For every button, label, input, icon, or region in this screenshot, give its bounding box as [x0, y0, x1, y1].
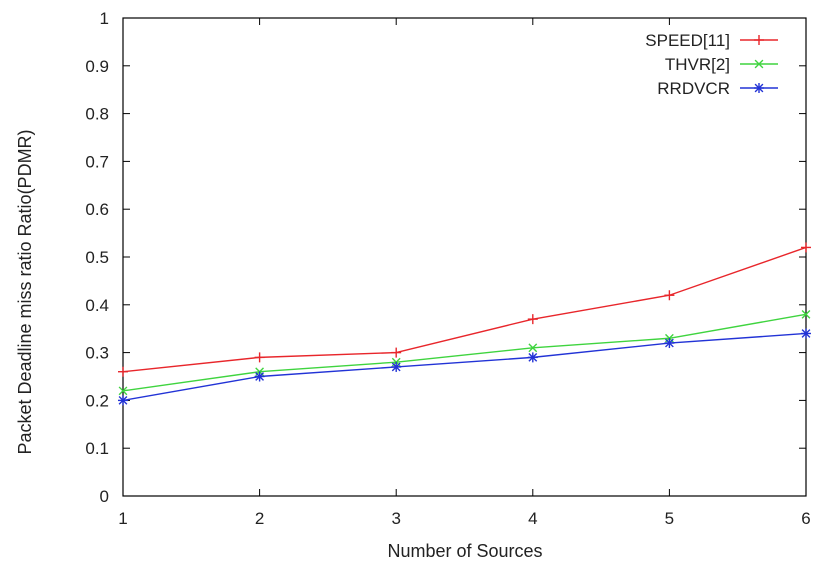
x-tick-label: 3: [391, 509, 400, 528]
series-line: [122, 313, 807, 392]
legend-marker: [754, 83, 764, 93]
x-tick-label: 2: [255, 509, 264, 528]
data-point: [527, 352, 538, 363]
data-point: [801, 242, 811, 253]
data-point: [528, 343, 538, 353]
x-tick-label: 1: [118, 509, 127, 528]
y-tick-label: 0.8: [85, 105, 109, 124]
y-tick-label: 0.3: [85, 344, 109, 363]
legend-marker: [754, 35, 764, 45]
series-line: [122, 332, 807, 402]
y-tick-label: 0.9: [85, 57, 109, 76]
y-axis-label: Packet Deadline miss ratio Ratio(PDMR): [15, 129, 35, 454]
x-tick-label: 6: [801, 509, 810, 528]
data-point: [801, 328, 811, 339]
legend-item: SPEED[11]: [645, 31, 778, 50]
legend-item: THVR[2]: [665, 55, 778, 74]
y-tick-label: 0.7: [85, 152, 109, 171]
y-tick-label: 0.1: [85, 439, 109, 458]
series-line: [122, 246, 807, 373]
data-point: [254, 352, 265, 363]
data-point: [118, 386, 128, 396]
y-tick-label: 0.2: [85, 391, 109, 410]
legend-marker: [754, 59, 764, 69]
legend-label: THVR[2]: [665, 55, 730, 74]
data-point: [391, 361, 402, 372]
legend-label: RRDVCR: [657, 79, 730, 98]
data-point: [118, 366, 128, 377]
data-point: [391, 347, 402, 358]
x-tick-label: 4: [528, 509, 537, 528]
data-point: [527, 314, 538, 325]
legend-label: SPEED[11]: [645, 31, 730, 50]
series-speed-11: [118, 242, 811, 377]
legend: SPEED[11] THVR[2] RRDVCR: [645, 31, 778, 98]
y-tick-label: 0.5: [85, 248, 109, 267]
y-tick-label: 1: [100, 9, 109, 28]
axis-ticks: 0 0.1 0.2 0.3 0.4 0.5 0.6 0.7 0.8 0.9 1 1 2 3 4 5 6: [85, 9, 810, 528]
x-axis-label: Number of Sources: [387, 541, 542, 561]
data-point: [664, 290, 675, 301]
data-series: [118, 242, 811, 406]
y-tick-label: 0.4: [85, 296, 109, 315]
data-point: [801, 309, 811, 319]
data-point: [254, 371, 265, 382]
y-tick-label: 0.6: [85, 200, 109, 219]
y-tick-label: 0: [100, 487, 109, 506]
x-tick-label: 5: [665, 509, 674, 528]
data-point: [118, 395, 128, 406]
series-thvr-2: [118, 309, 811, 396]
data-point: [664, 338, 675, 349]
legend-item: RRDVCR: [657, 79, 778, 98]
series-rrdvcr: [118, 328, 811, 406]
